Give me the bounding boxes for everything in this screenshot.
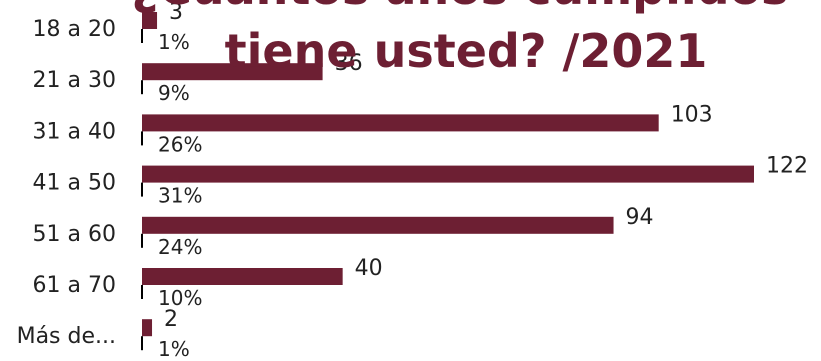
bar-1 (142, 63, 323, 81)
bar-0 (142, 12, 158, 29)
category-label-5: 61 a 70 (33, 273, 116, 298)
percent-label-5: 10% (158, 286, 202, 310)
value-label-5: 40 (355, 256, 383, 281)
percent-label-6: 1% (158, 337, 190, 361)
chart-title: ¿Cuántos años cumplidos tiene usted? /20… (131, 0, 788, 78)
value-label-4: 94 (626, 205, 654, 230)
value-label-6: 2 (164, 307, 178, 332)
bar-2 (142, 114, 659, 132)
bar-4 (142, 216, 614, 234)
value-label-0: 3 (169, 0, 183, 25)
category-label-4: 51 a 60 (33, 222, 116, 247)
percent-label-4: 24% (158, 235, 202, 259)
category-label-1: 21 a 30 (33, 68, 116, 93)
value-label-2: 103 (671, 102, 713, 127)
chart-title-line-2: tiene usted? /2021 (225, 24, 708, 78)
percent-label-0: 1% (158, 30, 190, 54)
chart-title-line-1: ¿Cuántos años cumplidos (131, 0, 788, 15)
category-label-2: 31 a 40 (33, 119, 116, 144)
value-label-3: 122 (766, 154, 808, 179)
category-label-6: Más de... (17, 324, 116, 349)
bar-3 (142, 165, 754, 183)
value-label-1: 36 (335, 51, 363, 76)
percent-label-2: 26% (158, 132, 202, 156)
category-label-3: 41 a 50 (33, 171, 116, 196)
category-label-0: 18 a 20 (33, 17, 116, 42)
percent-label-1: 9% (158, 81, 190, 105)
bar-6 (142, 319, 153, 337)
bar-5 (142, 268, 343, 285)
bars-layer (141, 12, 754, 351)
percent-label-3: 31% (158, 184, 202, 208)
